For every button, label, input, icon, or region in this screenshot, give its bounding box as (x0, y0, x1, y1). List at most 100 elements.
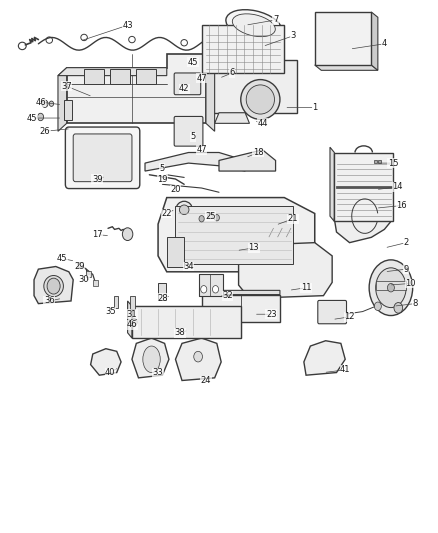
FancyBboxPatch shape (132, 306, 241, 338)
Text: 14: 14 (392, 182, 403, 191)
Text: 12: 12 (344, 312, 355, 321)
Text: 2: 2 (403, 238, 409, 247)
Text: 17: 17 (92, 230, 102, 239)
Bar (199, 274, 210, 296)
FancyBboxPatch shape (376, 281, 406, 290)
Text: 25: 25 (205, 212, 215, 221)
Text: 40: 40 (105, 368, 116, 377)
Ellipse shape (176, 201, 192, 218)
FancyBboxPatch shape (315, 12, 371, 65)
Text: 39: 39 (92, 174, 102, 183)
Polygon shape (201, 290, 280, 295)
Circle shape (394, 303, 403, 313)
Circle shape (214, 215, 219, 221)
Ellipse shape (180, 205, 189, 215)
Ellipse shape (241, 79, 280, 119)
Text: 45: 45 (187, 58, 198, 67)
Text: 21: 21 (288, 214, 298, 223)
Polygon shape (176, 338, 221, 381)
Text: 6: 6 (230, 68, 235, 77)
Text: 31: 31 (127, 310, 137, 319)
Text: 32: 32 (223, 291, 233, 300)
Polygon shape (34, 266, 73, 304)
Text: 15: 15 (388, 159, 398, 167)
Circle shape (374, 302, 381, 311)
Polygon shape (219, 150, 276, 171)
Text: 47: 47 (196, 146, 207, 155)
Circle shape (38, 114, 44, 120)
Text: 36: 36 (44, 296, 55, 305)
Circle shape (208, 213, 213, 219)
Polygon shape (330, 147, 334, 221)
Text: 33: 33 (153, 368, 163, 377)
Bar (374, 160, 377, 163)
Polygon shape (201, 73, 284, 78)
Text: 23: 23 (266, 310, 276, 319)
Polygon shape (206, 68, 215, 131)
FancyBboxPatch shape (201, 25, 284, 73)
Bar (84, 69, 104, 84)
FancyBboxPatch shape (174, 116, 203, 146)
Text: 9: 9 (403, 265, 409, 273)
Text: 45: 45 (27, 114, 37, 123)
FancyBboxPatch shape (206, 60, 297, 113)
Circle shape (199, 216, 204, 222)
Text: 26: 26 (39, 127, 50, 136)
Polygon shape (239, 243, 332, 298)
Polygon shape (371, 12, 378, 70)
Circle shape (194, 351, 202, 362)
Circle shape (212, 286, 219, 293)
Ellipse shape (44, 276, 64, 297)
Bar (378, 160, 381, 163)
Text: 46: 46 (127, 320, 137, 329)
Ellipse shape (376, 268, 406, 308)
Polygon shape (132, 338, 169, 378)
Text: 44: 44 (257, 119, 268, 128)
Polygon shape (215, 113, 250, 123)
Text: 34: 34 (183, 262, 194, 271)
Text: 4: 4 (382, 39, 387, 49)
Text: 3: 3 (290, 31, 296, 41)
Bar (199, 274, 223, 296)
Bar (167, 237, 184, 266)
Text: 1: 1 (312, 103, 318, 112)
Polygon shape (91, 349, 121, 375)
Bar (64, 100, 72, 120)
FancyBboxPatch shape (73, 134, 132, 182)
Text: 46: 46 (35, 98, 46, 107)
Text: 37: 37 (61, 82, 72, 91)
Ellipse shape (143, 346, 160, 373)
Circle shape (201, 286, 207, 293)
Text: 29: 29 (74, 262, 85, 271)
Text: 30: 30 (79, 275, 89, 284)
Polygon shape (280, 25, 284, 78)
Circle shape (388, 284, 394, 292)
Circle shape (131, 318, 137, 326)
Polygon shape (304, 341, 345, 375)
Ellipse shape (369, 260, 413, 316)
Text: 41: 41 (340, 366, 350, 374)
Polygon shape (67, 54, 206, 123)
Text: 5: 5 (190, 132, 195, 141)
Bar (78, 262, 83, 267)
Text: 35: 35 (105, 307, 116, 316)
Polygon shape (58, 68, 67, 131)
Circle shape (42, 100, 48, 108)
Text: 18: 18 (253, 148, 264, 157)
Circle shape (47, 278, 60, 294)
Polygon shape (158, 198, 315, 272)
Text: 38: 38 (174, 328, 185, 337)
Text: 13: 13 (248, 244, 259, 253)
Polygon shape (127, 301, 132, 338)
Bar (110, 69, 130, 84)
Ellipse shape (226, 10, 282, 41)
Ellipse shape (232, 14, 276, 37)
Text: 24: 24 (201, 376, 211, 385)
FancyBboxPatch shape (174, 73, 201, 95)
FancyBboxPatch shape (318, 301, 346, 324)
Bar (130, 296, 135, 309)
Polygon shape (58, 68, 167, 76)
Polygon shape (334, 190, 393, 243)
Polygon shape (315, 65, 378, 70)
Polygon shape (132, 306, 241, 338)
